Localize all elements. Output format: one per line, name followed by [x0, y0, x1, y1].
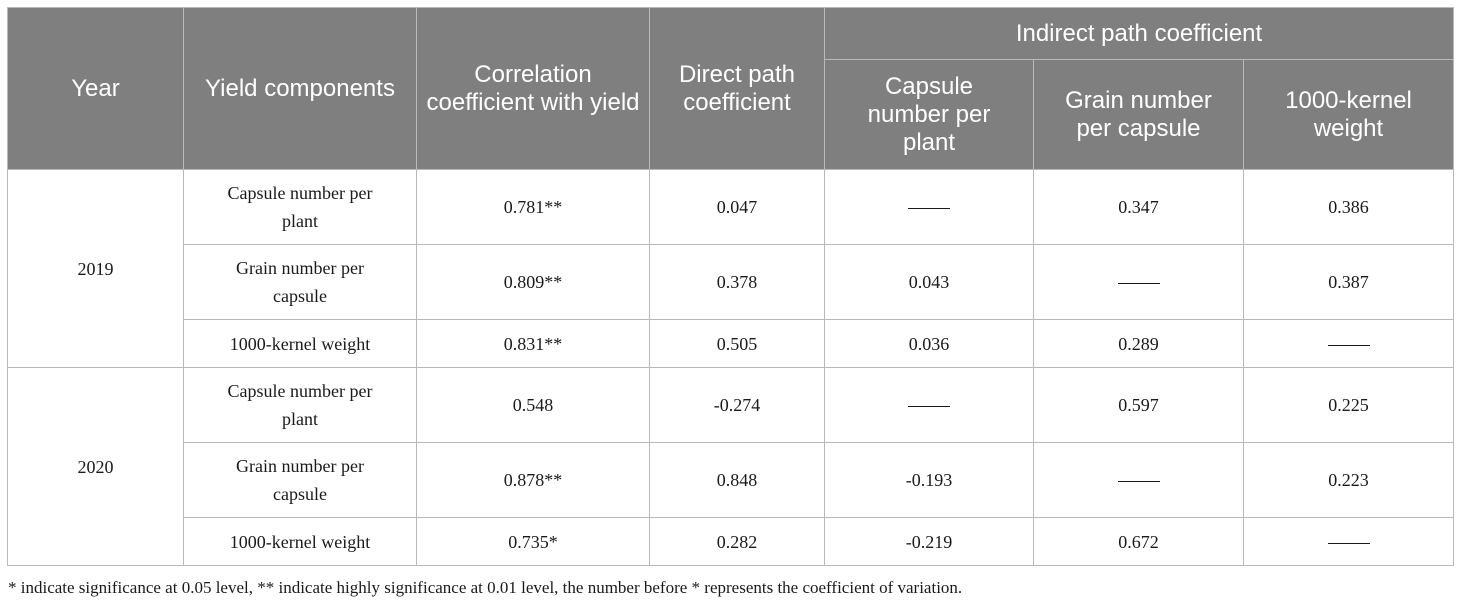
correlation-cell: 0.809** [416, 244, 650, 320]
component-cell: Capsule number per plant [183, 169, 417, 245]
direct-path-cell: 0.848 [649, 442, 825, 518]
header-correlation: Correlation coefficient with yield [416, 7, 650, 170]
indirect-capsule-cell: 0.043 [824, 244, 1034, 320]
component-cell: Grain number per capsule [183, 244, 417, 320]
table-footnote: * indicate significance at 0.05 level, *… [8, 578, 963, 597]
indirect-kernel-cell [1242, 517, 1455, 566]
header-kernel-weight: 1000-kernel weight [1242, 59, 1455, 170]
indirect-kernel-cell: 0.225 [1242, 367, 1455, 443]
correlation-cell: 0.831** [416, 319, 650, 368]
indirect-capsule-cell: -0.219 [824, 517, 1034, 566]
year-cell: 2019 [7, 169, 184, 368]
direct-path-cell: 0.505 [649, 319, 825, 368]
indirect-kernel-cell: 0.223 [1242, 442, 1455, 518]
correlation-cell: 0.878** [416, 442, 650, 518]
indirect-kernel-cell [1242, 319, 1455, 368]
indirect-grain-cell: 0.347 [1033, 169, 1244, 245]
indirect-kernel-cell: 0.386 [1242, 169, 1455, 245]
empty-dash [1117, 283, 1160, 285]
direct-path-cell: 0.282 [649, 517, 825, 566]
table-body: 2019 Capsule number per plant 0.781** 0.047… [7, 169, 1455, 566]
direct-path-cell: -0.274 [649, 367, 825, 443]
empty-dash [908, 406, 950, 408]
indirect-capsule-cell: -0.193 [824, 442, 1034, 518]
table-row: Grain number per capsule 0.809** 0.378 0.04… [8, 244, 1455, 320]
table-row: 1000-kernel weight 0.735* 0.282 -0.219 0.672 [8, 517, 1455, 566]
indirect-capsule-cell [824, 367, 1034, 443]
empty-dash [1327, 344, 1370, 346]
indirect-capsule-cell: 0.036 [824, 319, 1034, 368]
year-cell: 2020 [7, 367, 184, 566]
direct-path-cell: 0.378 [649, 244, 825, 320]
empty-dash [1117, 481, 1160, 483]
header-indirect-path: Indirect path coefficient [823, 7, 1455, 60]
header-direct-path: Direct path coefficient [649, 7, 825, 170]
indirect-grain-cell: 0.289 [1033, 319, 1244, 368]
component-cell: 1000-kernel weight [183, 517, 417, 566]
table-row: 2020 Capsule number per plant 0.548 -0.274 0… [7, 367, 1455, 566]
component-cell: Grain number per capsule [183, 442, 417, 518]
empty-dash [908, 208, 950, 210]
table-row: Grain number per capsule 0.878** 0.848 -0.1… [8, 442, 1455, 518]
indirect-grain-cell [1033, 442, 1244, 518]
indirect-grain-cell [1033, 244, 1244, 320]
header-capsule-number: Capsule number per plant [824, 59, 1034, 170]
correlation-cell: 0.781** [416, 169, 650, 245]
header-year: Year [7, 7, 184, 170]
direct-path-cell: 0.047 [649, 169, 825, 245]
path-coefficient-table: Year Yield components Correlation coeffi… [7, 7, 1455, 566]
table-row: 2019 Capsule number per plant 0.781** 0.047… [7, 169, 1455, 368]
component-cell: 1000-kernel weight [183, 319, 417, 368]
table-row: 1000-kernel weight 0.831** 0.505 0.036 0.289 [8, 319, 1455, 368]
empty-dash [1327, 542, 1370, 544]
component-cell: Capsule number per plant [183, 367, 417, 443]
indirect-grain-cell: 0.672 [1033, 517, 1244, 566]
indirect-kernel-cell: 0.387 [1242, 244, 1455, 320]
header-grain-number: Grain number per capsule [1033, 59, 1244, 170]
correlation-cell: 0.548 [416, 367, 650, 443]
indirect-capsule-cell [824, 169, 1034, 245]
correlation-cell: 0.735* [416, 517, 650, 566]
indirect-grain-cell: 0.597 [1033, 367, 1244, 443]
header-yield-components: Yield components [183, 7, 417, 170]
